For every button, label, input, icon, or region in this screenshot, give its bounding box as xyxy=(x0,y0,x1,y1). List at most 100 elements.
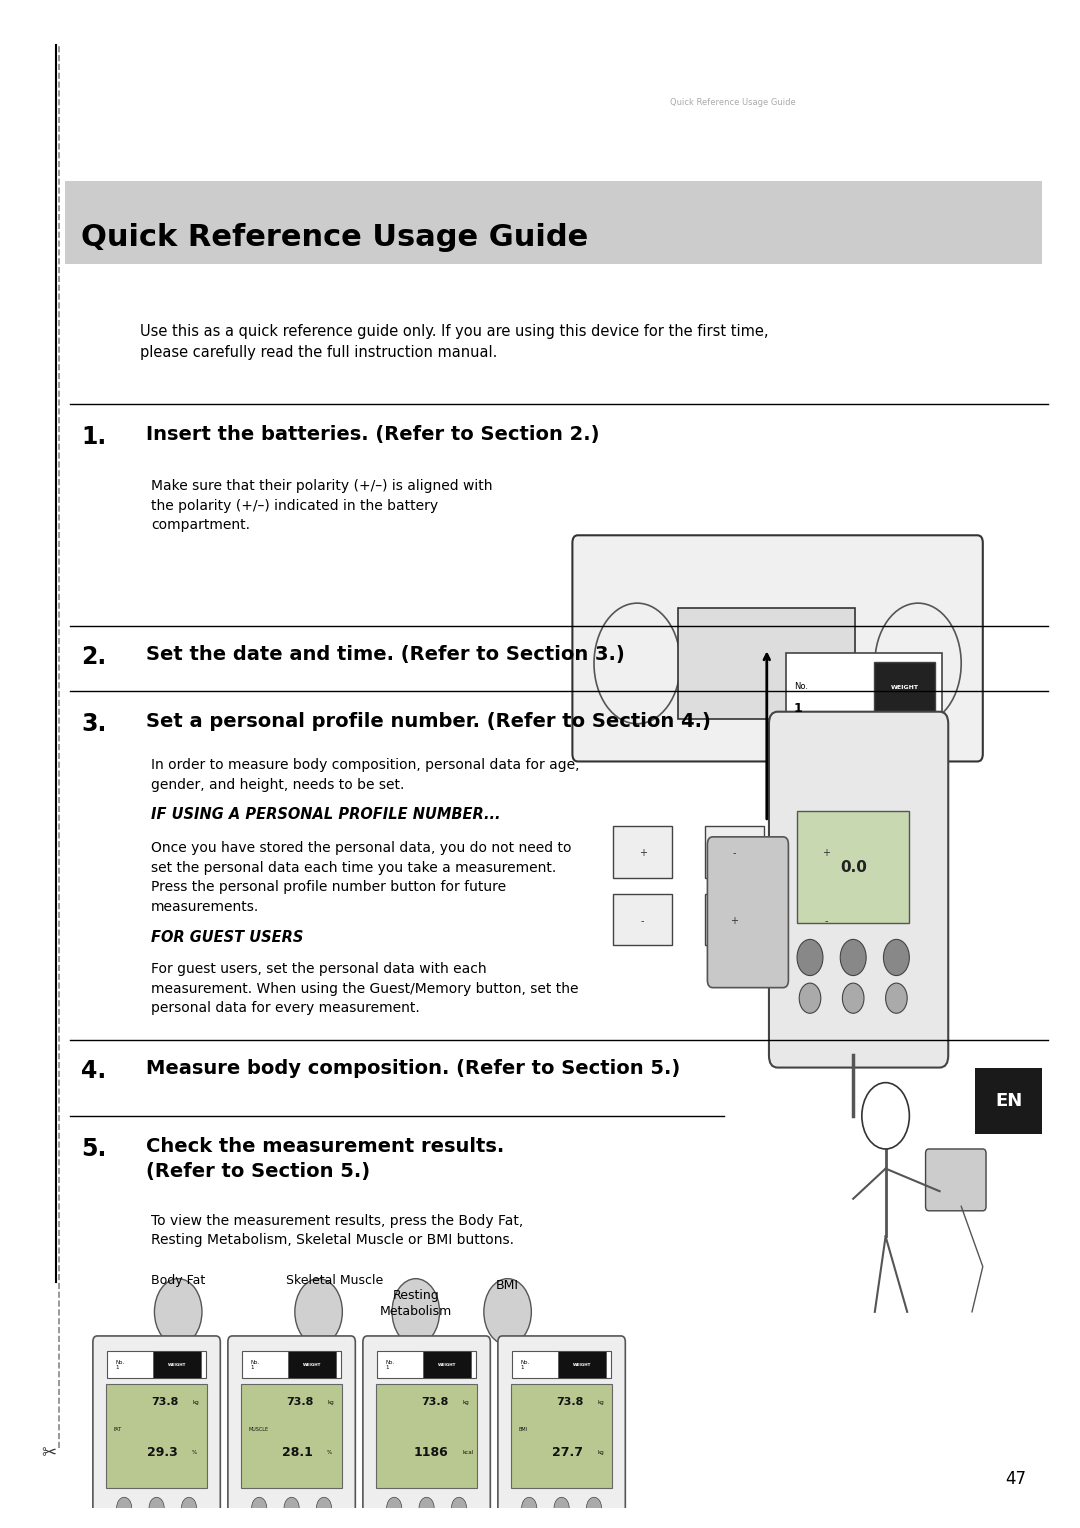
Text: 2.: 2. xyxy=(81,645,106,669)
Text: Once you have stored the personal data, you do not need to
set the personal data: Once you have stored the personal data, … xyxy=(151,842,571,914)
Text: 29.3: 29.3 xyxy=(148,1445,178,1459)
Text: BMI: BMI xyxy=(518,1427,527,1432)
Text: For guest users, set the personal data with each
measurement. When using the Gue: For guest users, set the personal data w… xyxy=(151,963,579,1015)
FancyBboxPatch shape xyxy=(363,1335,490,1528)
FancyBboxPatch shape xyxy=(613,827,672,877)
Text: Skeletal Muscle: Skeletal Muscle xyxy=(286,1274,383,1287)
Text: -: - xyxy=(824,917,828,926)
FancyBboxPatch shape xyxy=(926,1149,986,1210)
Text: Make sure that their polarity (+/–) is aligned with
the polarity (+/–) indicated: Make sure that their polarity (+/–) is a… xyxy=(151,480,492,532)
Circle shape xyxy=(594,604,680,724)
Circle shape xyxy=(554,1497,569,1519)
Text: %: % xyxy=(192,1450,198,1455)
Circle shape xyxy=(154,1279,202,1345)
Text: Resting
Metabolism: Resting Metabolism xyxy=(380,1290,451,1319)
Text: kg: kg xyxy=(597,1450,604,1455)
Text: 73.8: 73.8 xyxy=(556,1397,583,1407)
FancyBboxPatch shape xyxy=(242,1351,341,1378)
Text: WEIGHT: WEIGHT xyxy=(891,685,918,691)
Circle shape xyxy=(149,1497,164,1519)
Text: -: - xyxy=(640,917,645,926)
Text: WEIGHT: WEIGHT xyxy=(572,1363,592,1366)
FancyBboxPatch shape xyxy=(288,1351,336,1378)
Text: 3.: 3. xyxy=(81,712,106,735)
Text: kg: kg xyxy=(462,1400,469,1404)
Text: Insert the batteries. (Refer to Section 2.): Insert the batteries. (Refer to Section … xyxy=(146,425,599,445)
Text: No.
1: No. 1 xyxy=(116,1360,124,1369)
Circle shape xyxy=(419,1497,434,1519)
Text: WEIGHT: WEIGHT xyxy=(167,1363,187,1366)
Text: Set the date and time. (Refer to Section 3.): Set the date and time. (Refer to Section… xyxy=(146,645,624,665)
Circle shape xyxy=(451,1497,467,1519)
FancyBboxPatch shape xyxy=(228,1335,355,1528)
Text: BMI: BMI xyxy=(496,1279,519,1291)
Text: 73.8: 73.8 xyxy=(286,1397,313,1407)
Text: Use this as a quick reference guide only. If you are using this device for the f: Use this as a quick reference guide only… xyxy=(140,324,769,361)
Circle shape xyxy=(387,1497,402,1519)
Text: FAT: FAT xyxy=(113,1427,122,1432)
Text: +: + xyxy=(730,917,739,926)
FancyBboxPatch shape xyxy=(377,1351,476,1378)
Text: 5.: 5. xyxy=(81,1137,106,1161)
FancyBboxPatch shape xyxy=(572,535,983,761)
Text: MUSCLE: MUSCLE xyxy=(248,1427,269,1432)
Circle shape xyxy=(522,1497,537,1519)
Circle shape xyxy=(392,1279,440,1345)
FancyBboxPatch shape xyxy=(93,1335,220,1528)
Text: No.
1: No. 1 xyxy=(251,1360,259,1369)
Text: kcal: kcal xyxy=(462,1450,473,1455)
FancyBboxPatch shape xyxy=(797,827,855,877)
Circle shape xyxy=(875,604,961,724)
Text: 47: 47 xyxy=(1005,1470,1026,1488)
Text: In order to measure body composition, personal data for age,
gender, and height,: In order to measure body composition, pe… xyxy=(151,758,580,792)
Text: No.
1: No. 1 xyxy=(386,1360,394,1369)
Text: Check the measurement results.
(Refer to Section 5.): Check the measurement results. (Refer to… xyxy=(146,1137,504,1181)
Text: Quick Reference Usage Guide: Quick Reference Usage Guide xyxy=(670,98,795,107)
Text: 73.8: 73.8 xyxy=(151,1397,178,1407)
FancyBboxPatch shape xyxy=(241,1384,342,1488)
Text: 4.: 4. xyxy=(81,1059,106,1082)
FancyBboxPatch shape xyxy=(423,1351,471,1378)
Circle shape xyxy=(252,1497,267,1519)
FancyBboxPatch shape xyxy=(797,894,855,946)
FancyBboxPatch shape xyxy=(678,608,855,720)
Text: Measure body composition. (Refer to Section 5.): Measure body composition. (Refer to Sect… xyxy=(146,1059,680,1077)
Text: To view the measurement results, press the Body Fat,
Resting Metabolism, Skeleta: To view the measurement results, press t… xyxy=(151,1213,524,1247)
Text: Body Fat: Body Fat xyxy=(151,1274,205,1287)
Text: 73.8: 73.8 xyxy=(421,1397,448,1407)
Text: Quick Reference Usage Guide: Quick Reference Usage Guide xyxy=(81,223,589,252)
Text: +: + xyxy=(638,848,647,859)
FancyBboxPatch shape xyxy=(107,1351,206,1378)
Text: 1186: 1186 xyxy=(414,1445,448,1459)
Circle shape xyxy=(484,1279,531,1345)
FancyBboxPatch shape xyxy=(613,894,672,946)
Text: FOR GUEST USERS: FOR GUEST USERS xyxy=(151,931,303,946)
Text: 27.7: 27.7 xyxy=(552,1445,583,1459)
Circle shape xyxy=(284,1497,299,1519)
Text: ✂: ✂ xyxy=(41,1444,56,1462)
Text: kg: kg xyxy=(192,1400,199,1404)
FancyBboxPatch shape xyxy=(786,652,942,720)
Circle shape xyxy=(883,940,909,975)
Text: -: - xyxy=(732,848,737,859)
Circle shape xyxy=(117,1497,132,1519)
FancyBboxPatch shape xyxy=(874,662,935,718)
FancyBboxPatch shape xyxy=(512,1351,611,1378)
Text: Set a personal profile number. (Refer to Section 4.): Set a personal profile number. (Refer to… xyxy=(146,712,711,730)
Text: kg: kg xyxy=(327,1400,334,1404)
FancyBboxPatch shape xyxy=(797,811,909,923)
Circle shape xyxy=(316,1497,332,1519)
Circle shape xyxy=(295,1279,342,1345)
Circle shape xyxy=(842,983,864,1013)
Text: kg: kg xyxy=(597,1400,604,1404)
FancyBboxPatch shape xyxy=(975,1068,1042,1134)
Text: No.: No. xyxy=(794,681,808,691)
Text: WEIGHT: WEIGHT xyxy=(302,1363,322,1366)
Circle shape xyxy=(840,940,866,975)
Text: 1: 1 xyxy=(794,703,802,715)
Text: WEIGHT: WEIGHT xyxy=(437,1363,457,1366)
Text: %: % xyxy=(327,1450,333,1455)
Text: 28.1: 28.1 xyxy=(282,1445,313,1459)
FancyBboxPatch shape xyxy=(376,1384,477,1488)
Text: IF USING A PERSONAL PROFILE NUMBER...: IF USING A PERSONAL PROFILE NUMBER... xyxy=(151,807,501,822)
